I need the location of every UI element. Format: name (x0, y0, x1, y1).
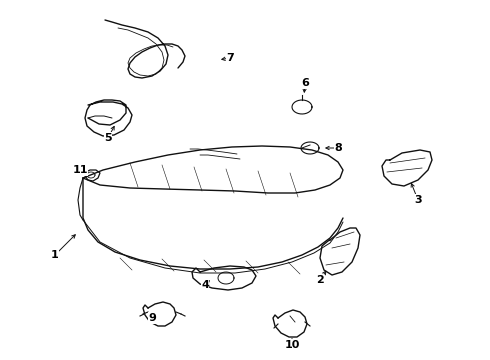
Text: 1: 1 (51, 250, 59, 260)
Text: 11: 11 (72, 165, 88, 175)
Text: 2: 2 (316, 275, 324, 285)
Text: 8: 8 (334, 143, 342, 153)
Text: 4: 4 (201, 280, 209, 290)
Text: 10: 10 (284, 340, 300, 350)
Text: 9: 9 (148, 313, 156, 323)
Text: 7: 7 (226, 53, 234, 63)
Text: 3: 3 (414, 195, 422, 205)
Text: 6: 6 (301, 78, 309, 88)
Text: 5: 5 (104, 133, 112, 143)
